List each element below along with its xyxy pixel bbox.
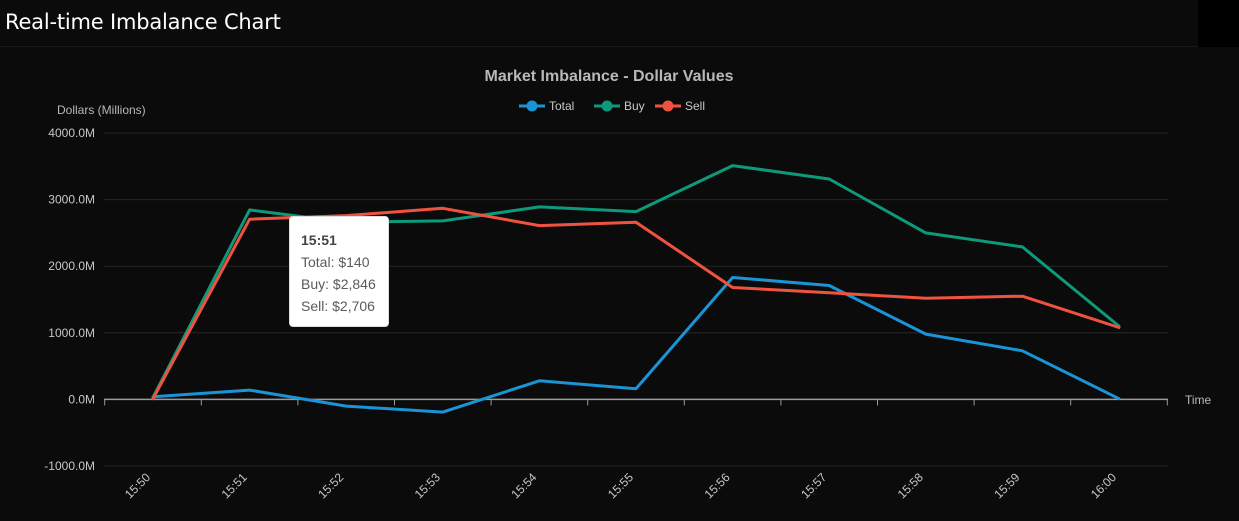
series-line-total (151, 276, 1121, 414)
y-tick-label: -1000.0M (44, 459, 95, 473)
x-tick-labels: 15:50 15:51 15:52 15:53 15:54 15:55 15:56 15:57… (122, 470, 1119, 501)
legend-item-sell[interactable]: Sell (655, 99, 705, 113)
x-tick-label: 15:52 (315, 470, 346, 501)
header-bar: Real-time Imbalance Chart (0, 0, 1198, 47)
page-title: Real-time Imbalance Chart (5, 10, 281, 34)
x-tick-label: 15:59 (991, 470, 1022, 501)
tooltip-total: Total: $140 (301, 254, 370, 270)
legend-swatch-dot (526, 100, 538, 112)
legend-swatch-dot (662, 100, 674, 112)
data-tooltip: 15:51 Total: $140 Buy: $2,846 Sell: $2,7… (289, 216, 389, 327)
y-tick-label: 4000.0M (48, 126, 95, 140)
x-tick-label: 15:51 (219, 470, 250, 501)
chart-panel (0, 47, 1239, 521)
x-tick-label: 15:57 (798, 470, 829, 501)
legend-label: Total (549, 99, 574, 113)
legend-label: Buy (624, 99, 645, 113)
legend-item-buy[interactable]: Buy (594, 99, 645, 113)
x-tick-label: 15:56 (702, 470, 733, 501)
y-tick-label: 3000.0M (48, 193, 95, 207)
x-tick-label: 16:00 (1088, 470, 1119, 501)
legend-item-total[interactable]: Total (519, 99, 574, 113)
x-tick-label: 15:50 (122, 470, 153, 501)
y-tick-labels: 4000.0M 3000.0M 2000.0M 1000.0M 0.0M -1000.0M (44, 126, 95, 473)
y-tick-label: 0.0M (68, 392, 95, 406)
tooltip-buy: Buy: $2,846 (301, 276, 376, 292)
tooltip-sell: Sell: $2,706 (301, 298, 375, 314)
chart-title: Market Imbalance - Dollar Values (485, 68, 734, 85)
y-tick-label: 2000.0M (48, 259, 95, 273)
tooltip-title: 15:51 (301, 232, 337, 248)
x-tick-label: 15:53 (412, 470, 443, 501)
x-tick-label: 15:58 (895, 470, 926, 501)
y-axis-label: Dollars (Millions) (57, 103, 146, 117)
axes (104, 398, 1168, 406)
gridlines (104, 132, 1168, 467)
x-tick-label: 15:54 (508, 470, 539, 501)
legend-label: Sell (685, 99, 705, 113)
y-tick-label: 1000.0M (48, 326, 95, 340)
x-tick-label: 15:55 (605, 470, 636, 501)
x-axis-label: Time (1185, 393, 1212, 407)
legend[interactable]: Total Buy Sell (519, 99, 705, 113)
legend-swatch-dot (601, 100, 613, 112)
